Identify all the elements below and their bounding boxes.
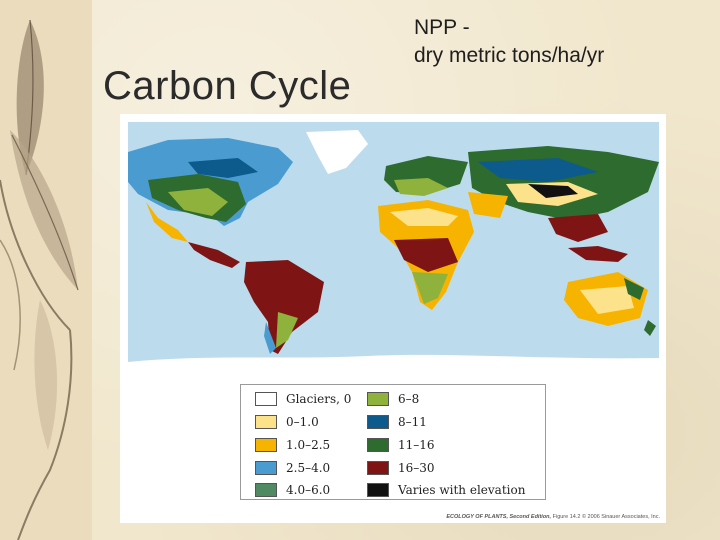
- world-npp-map: [128, 122, 659, 384]
- legend-swatch: [367, 415, 389, 429]
- legend-label: 0–1.0: [286, 415, 319, 429]
- figure-credit: ECOLOGY OF PLANTS, Second Edition, Figur…: [446, 514, 660, 520]
- legend-label: 11–16: [398, 438, 435, 452]
- legend-item-0-1: 0–1.0: [255, 414, 319, 430]
- npp-units-caption: NPP - dry metric tons/ha/yr: [414, 14, 604, 70]
- legend-item-11-16: 11–16: [367, 437, 435, 453]
- legend-swatch: [367, 392, 389, 406]
- legend-item-6-8: 6–8: [367, 391, 419, 407]
- legend-label: Varies with elevation: [398, 483, 526, 497]
- legend-label: 6–8: [398, 392, 420, 406]
- legend-swatch: [255, 461, 277, 475]
- legend-label: 2.5–4.0: [286, 461, 331, 475]
- eucalyptus-leaves-decoration: [0, 0, 92, 540]
- legend-label: 8–11: [398, 415, 427, 429]
- legend-swatch: [367, 483, 389, 497]
- npp-caption-line1: NPP -: [414, 16, 470, 39]
- legend-label: Glaciers, 0: [286, 392, 352, 406]
- credit-book-title: ECOLOGY OF PLANTS, Second Edition,: [446, 514, 552, 520]
- npp-world-map-figure: Glaciers, 0 0–1.0 1.0–2.5 2.5–4.0 4.0–6.…: [120, 114, 666, 523]
- legend-swatch: [367, 461, 389, 475]
- legend-item-glaciers: Glaciers, 0: [255, 391, 351, 407]
- legend-swatch: [255, 438, 277, 452]
- legend-label: 4.0–6.0: [286, 483, 331, 497]
- legend-item-2.5-4: 2.5–4.0: [255, 460, 330, 476]
- legend-swatch: [255, 483, 277, 497]
- legend-swatch: [367, 438, 389, 452]
- legend-item-16-30: 16–30: [367, 460, 435, 476]
- slide-title: Carbon Cycle: [103, 64, 352, 108]
- legend-item-varies-with-elevation: Varies with elevation: [367, 482, 525, 498]
- npp-legend: Glaciers, 0 0–1.0 1.0–2.5 2.5–4.0 4.0–6.…: [240, 384, 546, 500]
- legend-swatch: [255, 415, 277, 429]
- legend-label: 1.0–2.5: [286, 438, 331, 452]
- legend-item-4-6: 4.0–6.0: [255, 482, 330, 498]
- credit-text: Figure 14.2 © 2006 Sinauer Associates, I…: [551, 514, 660, 520]
- npp-caption-line2: dry metric tons/ha/yr: [414, 44, 605, 67]
- legend-swatch: [255, 392, 277, 406]
- legend-item-1-2.5: 1.0–2.5: [255, 437, 330, 453]
- legend-label: 16–30: [398, 461, 435, 475]
- legend-item-8-11: 8–11: [367, 414, 427, 430]
